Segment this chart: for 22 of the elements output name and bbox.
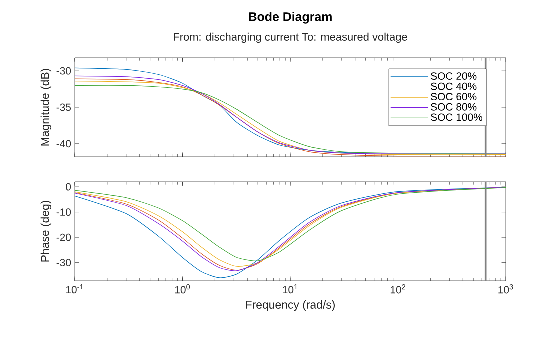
chart-subtitle: From: discharging current To: measured voltage bbox=[174, 32, 408, 44]
x-tick-label: 10$^{0}$ bbox=[175, 284, 190, 294]
y-tick-label: 0 bbox=[66, 183, 72, 191]
legend-label: SOC 60% bbox=[431, 93, 477, 101]
y-tick-label: -10 bbox=[56, 208, 72, 216]
y-axis-title: Magnitude (dB) bbox=[40, 69, 52, 146]
y-tick-label: -40 bbox=[56, 140, 72, 148]
legend-label: SOC 100% bbox=[431, 114, 483, 122]
y-tick-label: -30 bbox=[56, 67, 72, 75]
x-tick-label: 10$^{-1}$ bbox=[66, 284, 84, 294]
legend-label: SOC 80% bbox=[431, 103, 477, 111]
legend-label: SOC 40% bbox=[431, 82, 477, 90]
y-tick-label: -30 bbox=[56, 259, 72, 267]
chart-title: Bode Diagram bbox=[249, 12, 332, 24]
x-axis-title: Frequency (rad/s) bbox=[246, 300, 335, 312]
x-tick-label: 10$^{1}$ bbox=[283, 284, 298, 294]
legend-label: SOC 20% bbox=[431, 72, 477, 80]
x-tick-label: 10$^{2}$ bbox=[390, 284, 406, 294]
y-tick-label: -35 bbox=[56, 104, 72, 112]
y-axis-title: Phase (deg) bbox=[40, 201, 52, 262]
y-tick-label: -20 bbox=[56, 234, 72, 242]
x-tick-label: 10$^{3}$ bbox=[498, 284, 514, 294]
